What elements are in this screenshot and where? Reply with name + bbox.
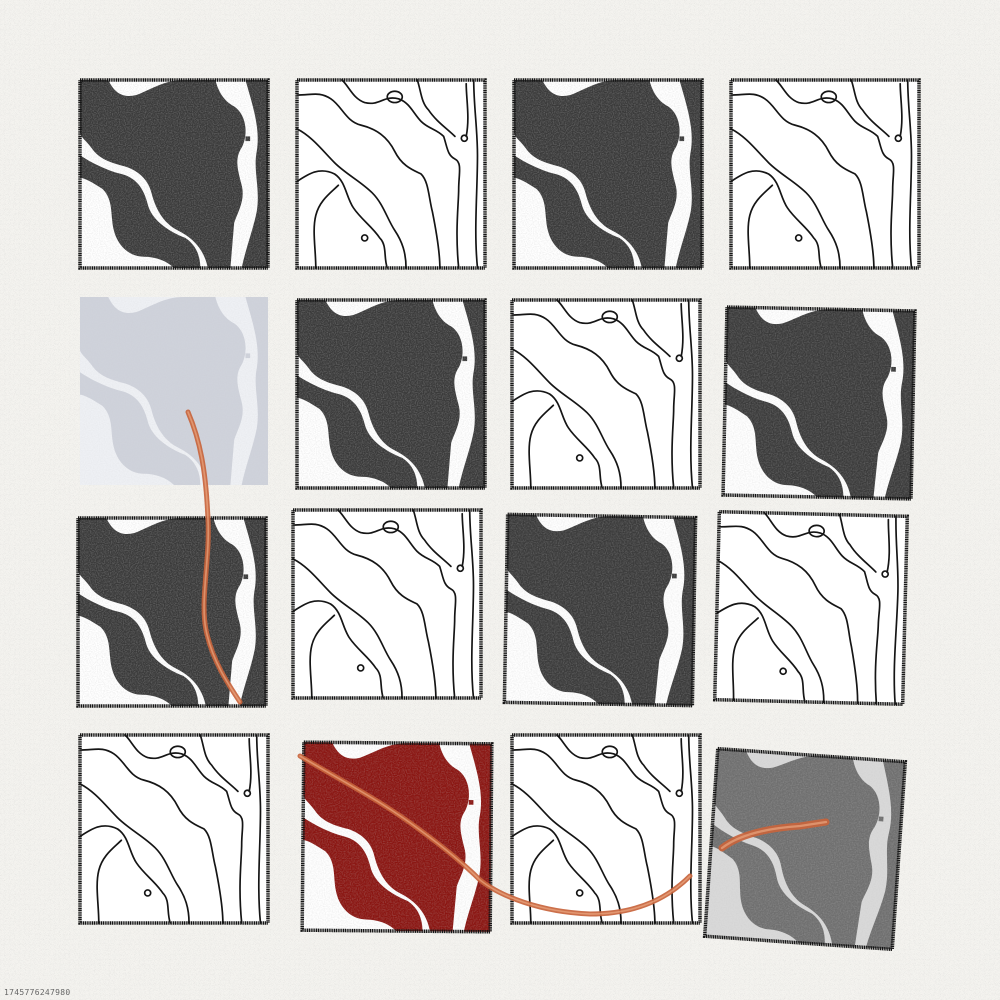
- seed-caption: 1745776247980: [4, 988, 71, 997]
- tile-lines-r1c4: [729, 78, 921, 270]
- tile-dark-r1c3: [512, 78, 704, 270]
- tile-lines-r2c3: [510, 298, 702, 490]
- tile-red-r4c2: [300, 740, 494, 934]
- tile-dark-r3c1: [76, 516, 268, 708]
- tile-dark-r1c1: [78, 78, 270, 270]
- tile-dark-r2c4: [721, 305, 917, 501]
- tile-gray-r4c4: [702, 746, 908, 952]
- tile-lines-r3c4: [712, 509, 910, 707]
- tile-lines-r4c3: [510, 733, 702, 925]
- tile-lines-r4c1: [78, 733, 270, 925]
- tile-pale-r2c1: [80, 297, 268, 485]
- thread-lower-highlight: [299, 755, 691, 915]
- thread-right-highlight: [720, 820, 828, 850]
- thread-left-highlight: [187, 411, 241, 703]
- tile-lines-r1c2: [295, 78, 487, 270]
- tile-dark-r2c2: [295, 298, 487, 490]
- tile-dark-r3c3: [502, 512, 698, 708]
- tile-lines-r3c2: [291, 508, 483, 700]
